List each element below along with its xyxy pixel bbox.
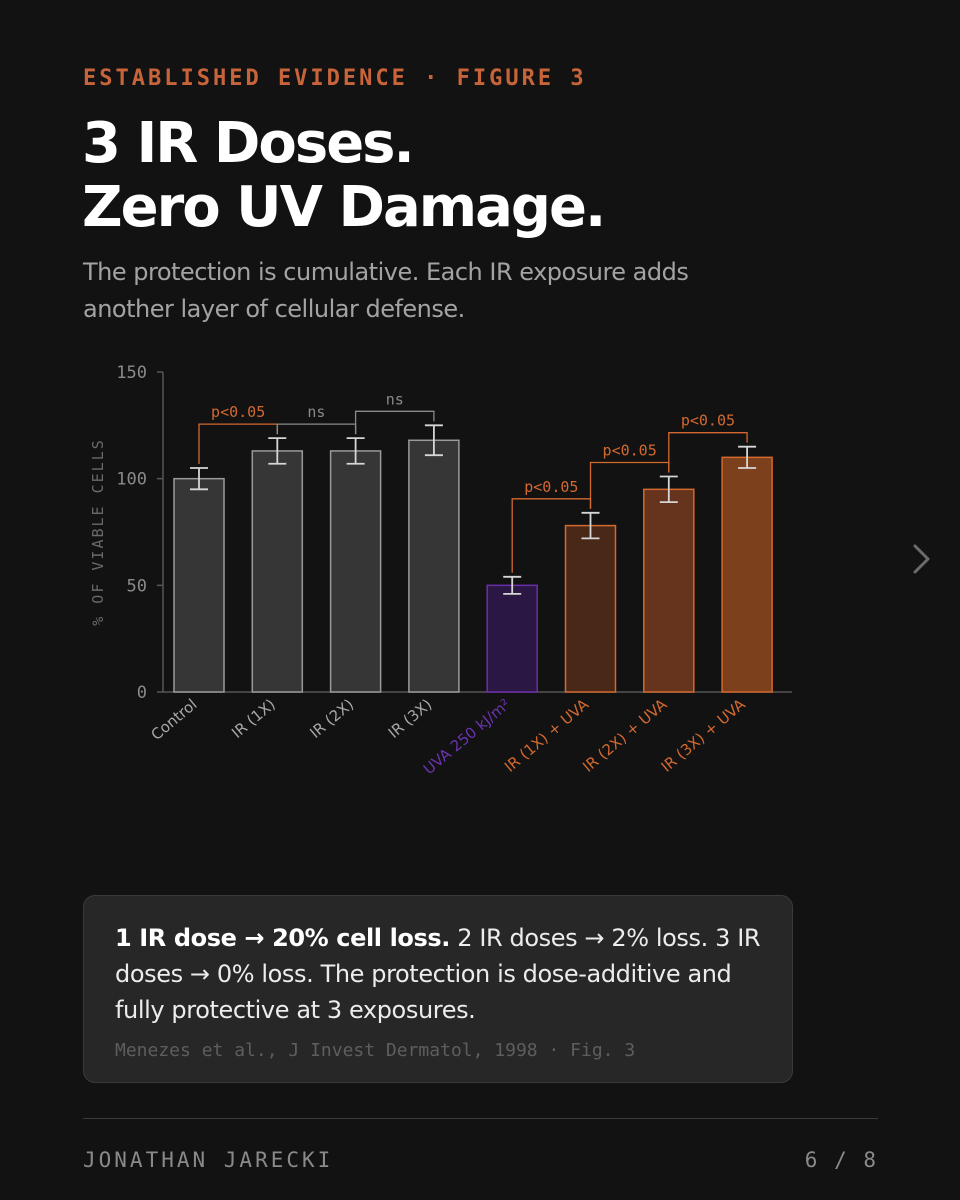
y-tick-label: 50: [127, 576, 147, 596]
y-tick-label: 150: [116, 363, 147, 383]
callout-bold: 1 IR dose → 20% cell loss.: [115, 924, 450, 952]
bar-6: [564, 524, 617, 693]
x-tick-label: Control: [147, 695, 200, 744]
y-axis-label: % OF VIABLE CELLS: [89, 438, 107, 626]
page-title: 3 IR Doses. Zero UV Damage.: [82, 111, 606, 240]
significance-bracket: [276, 423, 357, 435]
bar-2: [251, 450, 304, 693]
x-tick-label: IR (3X): [385, 695, 436, 742]
summary-callout: 1 IR dose → 20% cell loss. 2 IR doses → …: [83, 895, 793, 1083]
callout-body: 2 IR doses → 2% loss. 3 IR doses → 0% lo…: [115, 924, 761, 1024]
significance-label: ns: [386, 390, 404, 408]
x-tick-label: IR (3X) + UVA: [658, 695, 750, 776]
bar-5: [486, 584, 538, 693]
bar-1: [173, 477, 225, 693]
bar-7: [643, 488, 695, 693]
bar-3: [329, 450, 382, 693]
citation: Menezes et al., J Invest Dermatol, 1998 …: [115, 1040, 636, 1061]
x-tick-label: IR (1X): [228, 695, 279, 742]
significance-bracket: [354, 410, 435, 435]
page-subtitle: The protection is cumulative. Each IR ex…: [83, 258, 689, 323]
title-line-2: Zero UV Damage.: [82, 175, 606, 240]
chevron-right-icon[interactable]: [904, 541, 940, 577]
significance-label: p<0.05: [681, 412, 735, 430]
eyebrow-label: ESTABLISHED EVIDENCE · FIGURE 3: [83, 66, 587, 91]
y-tick-label: 100: [116, 470, 147, 490]
x-tick-label: IR (2X): [306, 695, 357, 742]
significance-label: ns: [307, 403, 325, 421]
y-tick-label: 0: [137, 683, 147, 703]
page-indicator: 6 / 8: [804, 1148, 878, 1172]
x-tick-label: IR (1X) + UVA: [501, 695, 593, 776]
bar-8: [721, 456, 773, 693]
author-name: JONATHAN JARECKI: [83, 1148, 334, 1172]
significance-label: p<0.05: [524, 478, 578, 496]
footer-divider: [83, 1118, 878, 1119]
callout-text: 1 IR dose → 20% cell loss. 2 IR doses → …: [115, 920, 762, 1028]
significance-label: p<0.05: [603, 442, 657, 460]
significance-bracket: [668, 432, 748, 473]
significance-label: p<0.05: [211, 403, 265, 421]
bar-4: [408, 439, 460, 693]
x-tick-label: IR (2X) + UVA: [579, 695, 671, 776]
title-line-1: 3 IR Doses.: [82, 111, 415, 176]
viability-bar-chart: % OF VIABLE CELLS 0 50 100 150 Control IR (1X)…: [89, 363, 792, 778]
